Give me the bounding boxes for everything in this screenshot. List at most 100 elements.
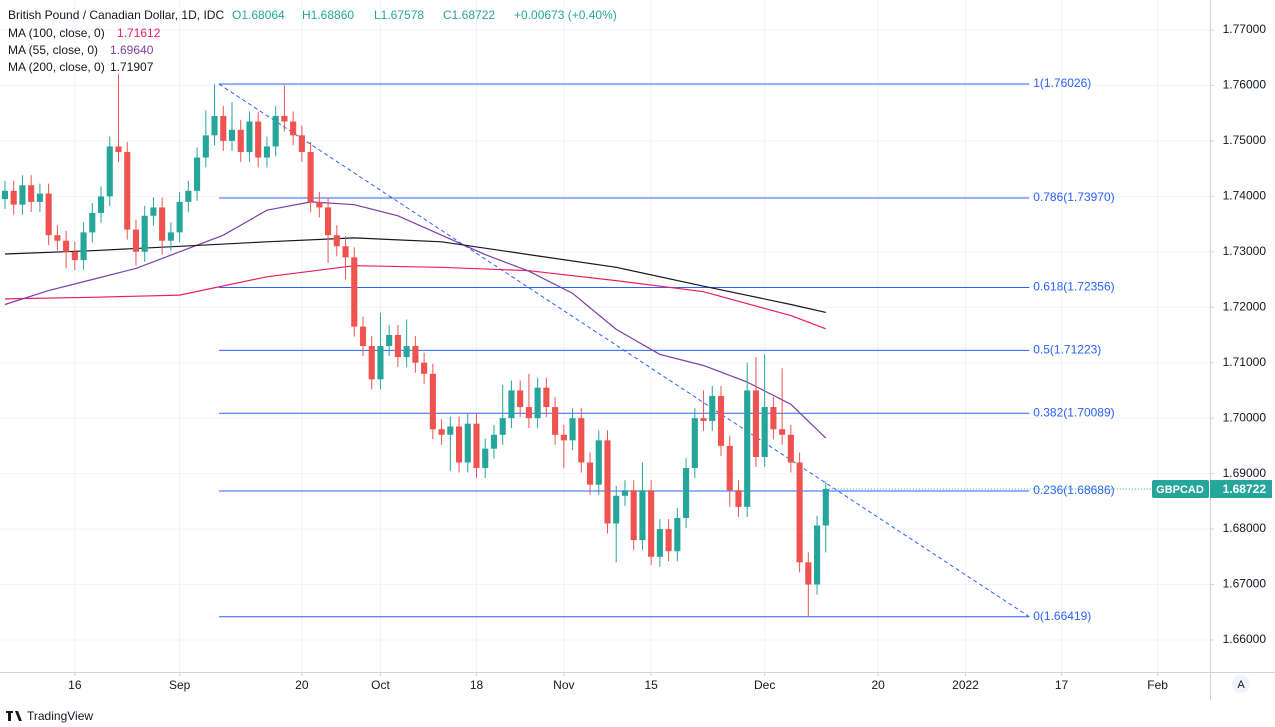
candle-body bbox=[63, 240, 70, 252]
x-tick-label: 2022 bbox=[952, 678, 979, 692]
candle-body bbox=[228, 129, 236, 141]
candle-body bbox=[648, 490, 655, 557]
candle-body bbox=[473, 423, 480, 469]
scale-button[interactable]: A bbox=[1232, 675, 1250, 693]
candle-body bbox=[307, 151, 314, 202]
candle-body bbox=[761, 407, 768, 457]
candle-body bbox=[429, 373, 436, 430]
candle-body bbox=[525, 407, 532, 419]
axes: 1.66000 1.67000 1.68000 1.69000 1.70000 1.710… bbox=[68, 22, 1272, 692]
candle-body bbox=[359, 326, 367, 347]
candle-body bbox=[499, 418, 506, 435]
y-tick-label: 1.77000 bbox=[1223, 22, 1267, 36]
candle-body bbox=[552, 407, 559, 435]
x-tick-label: 20 bbox=[295, 678, 309, 692]
legend-label: MA (55, close, 0) bbox=[8, 43, 98, 57]
candle-body bbox=[150, 207, 157, 216]
candle-body bbox=[211, 115, 218, 136]
candle-body bbox=[691, 418, 698, 469]
x-tick-label: Feb bbox=[1147, 678, 1168, 692]
candle-body bbox=[10, 190, 17, 205]
candle-body bbox=[517, 390, 524, 408]
candle-body bbox=[351, 257, 358, 327]
candle-body bbox=[36, 193, 43, 202]
candle-body bbox=[115, 146, 122, 152]
candle-body bbox=[490, 434, 498, 449]
candle-body bbox=[639, 490, 646, 541]
candle-body bbox=[45, 193, 52, 236]
candle-body bbox=[726, 445, 733, 491]
fib-label: 0.382(1.70089) bbox=[1033, 405, 1114, 419]
candle-body bbox=[578, 418, 585, 463]
candle-body bbox=[342, 246, 349, 258]
candle-body bbox=[281, 115, 288, 122]
ohlc-change: +0.00673 (+0.40%) bbox=[514, 8, 617, 22]
candle-body bbox=[744, 390, 751, 507]
candle-body bbox=[438, 429, 445, 435]
candle-body bbox=[796, 462, 803, 563]
candle-body bbox=[421, 362, 428, 374]
candle-body bbox=[709, 395, 716, 421]
grid bbox=[0, 0, 1210, 672]
ma-line bbox=[4, 201, 827, 439]
fib-label: 0.618(1.72356) bbox=[1033, 280, 1114, 294]
candle-body bbox=[482, 448, 489, 469]
candle-body bbox=[534, 387, 541, 419]
candle-body bbox=[735, 490, 742, 507]
candle-body bbox=[220, 115, 227, 141]
candle-body bbox=[28, 185, 35, 202]
candle-body bbox=[176, 201, 183, 233]
candle-body bbox=[464, 423, 471, 463]
y-tick-label: 1.76000 bbox=[1223, 78, 1267, 92]
candle-body bbox=[595, 440, 602, 485]
plot: 1(1.76026) 0.786(1.73970) 0.618(1.72356) 0.… bbox=[1, 74, 1210, 623]
x-tick-label: Dec bbox=[754, 678, 775, 692]
candle-body bbox=[814, 525, 821, 585]
candle-body bbox=[333, 235, 340, 247]
candle-body bbox=[89, 212, 96, 233]
candle-body bbox=[683, 468, 690, 518]
ohlc-high: H1.68860 bbox=[302, 8, 354, 22]
candle-body bbox=[805, 562, 812, 585]
candle-body bbox=[132, 229, 140, 252]
candle-body bbox=[255, 121, 262, 158]
candle-body bbox=[508, 390, 515, 419]
candle-body bbox=[124, 151, 131, 230]
candle-body bbox=[316, 201, 323, 208]
candle-body bbox=[141, 215, 148, 252]
candle-body bbox=[394, 334, 401, 358]
candle-body bbox=[97, 196, 105, 213]
ohlc-close: C1.68722 bbox=[443, 8, 495, 22]
y-tick-label: 1.72000 bbox=[1223, 299, 1267, 313]
candle-body bbox=[263, 146, 270, 158]
candle-body bbox=[717, 395, 725, 446]
candle-body bbox=[54, 235, 61, 241]
x-tick-label: 17 bbox=[1055, 678, 1069, 692]
candle-body bbox=[377, 346, 384, 380]
y-tick-label: 1.68000 bbox=[1223, 521, 1267, 535]
candle-body bbox=[569, 418, 576, 441]
candle-body bbox=[237, 129, 244, 152]
x-tick-label: 16 bbox=[68, 678, 82, 692]
candle-body bbox=[185, 190, 192, 202]
candle-body bbox=[560, 434, 567, 441]
legend-value: 1.69640 bbox=[110, 43, 154, 57]
trendline bbox=[218, 83, 1030, 618]
ma-line bbox=[4, 237, 826, 313]
legend: British Pound / Canadian Dollar, 1D, IDC… bbox=[8, 8, 617, 74]
ohlc-open: O1.68064 bbox=[232, 8, 285, 22]
candle-body bbox=[386, 334, 393, 347]
candle-body bbox=[106, 146, 113, 197]
y-tick-label: 1.66000 bbox=[1223, 632, 1267, 646]
ohlc-low: L1.67578 bbox=[374, 8, 424, 22]
candle-body bbox=[325, 207, 332, 236]
candle-body bbox=[290, 121, 297, 136]
symbol-tag-label: GBPCAD bbox=[1156, 484, 1204, 496]
scale-button-bg[interactable] bbox=[1232, 675, 1250, 693]
scale-button-label[interactable]: A bbox=[1237, 679, 1245, 691]
candle-body bbox=[543, 387, 550, 408]
candle-body bbox=[455, 426, 463, 463]
y-tick-label: 1.75000 bbox=[1223, 133, 1267, 147]
x-tick-label: 18 bbox=[470, 678, 484, 692]
